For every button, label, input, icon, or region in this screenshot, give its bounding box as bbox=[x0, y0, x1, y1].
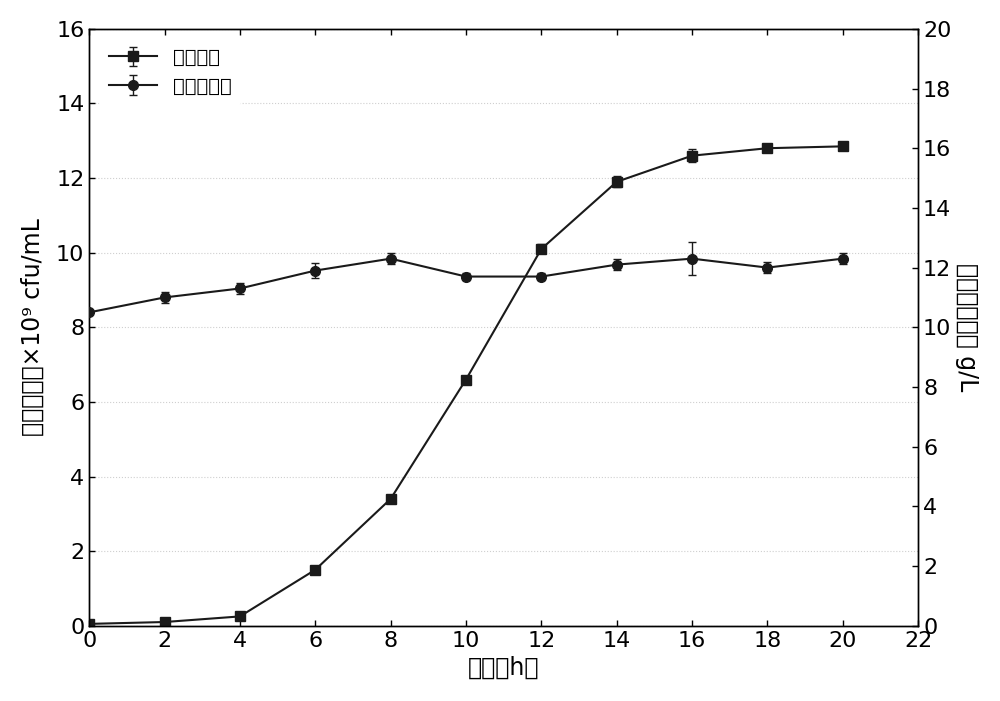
Y-axis label: 葡萄糖浓度／ g/L: 葡萄糖浓度／ g/L bbox=[955, 263, 979, 391]
Legend: 活菌浓度, 葡萄糖浓度: 活菌浓度, 葡萄糖浓度 bbox=[99, 39, 241, 106]
X-axis label: 时间（h）: 时间（h） bbox=[468, 656, 539, 680]
Y-axis label: 活菌浓度／×10⁹ cfu/mL: 活菌浓度／×10⁹ cfu/mL bbox=[21, 218, 45, 436]
